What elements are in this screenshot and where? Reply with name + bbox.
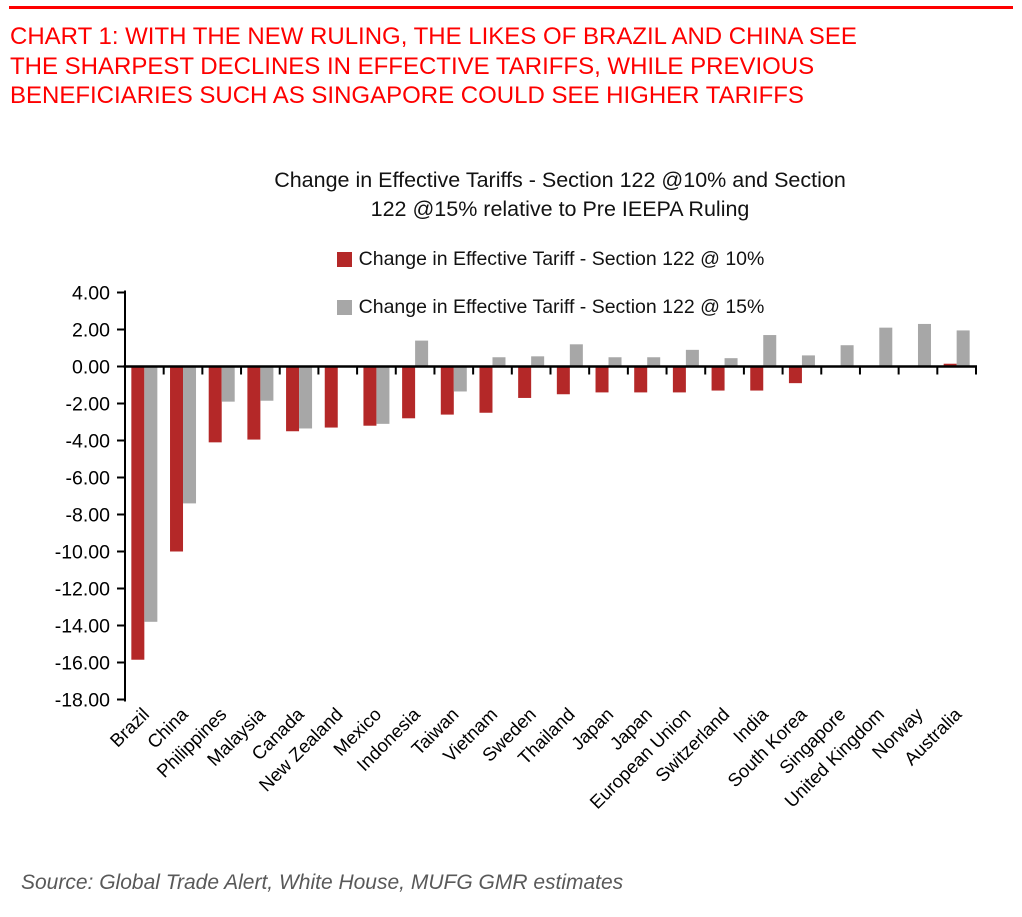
- y-axis-label: 2.00: [72, 319, 110, 341]
- y-axis-label: -18.00: [55, 689, 110, 711]
- y-axis-label: -10.00: [55, 541, 110, 563]
- y-axis-label: 0.00: [72, 356, 110, 378]
- chart-title: Change in Effective Tariffs - Section 12…: [99, 166, 1021, 224]
- bar-european-union-series0: [672, 366, 686, 393]
- bar-indonesia-series1: [415, 340, 429, 367]
- bar-sweden-series1: [531, 356, 545, 367]
- bar-vietnam-series1: [492, 357, 506, 367]
- bar-european-union-series1: [685, 349, 699, 367]
- x-axis-label-brazil: Brazil: [106, 703, 154, 751]
- legend-item-section122-15pct: Change in Effective Tariff - Section 122…: [336, 296, 765, 319]
- x-axis-label-japan: Japan: [567, 703, 617, 753]
- legend-label-section122-15pct: Change in Effective Tariff - Section 122…: [358, 296, 765, 318]
- legend-swatch-gray: [336, 300, 352, 315]
- bar-brazil-series0: [131, 366, 145, 660]
- bar-brazil-series1: [144, 366, 158, 622]
- chart-headline: CHART 1: WITH THE NEW RULING, THE LIKES …: [10, 22, 1000, 111]
- bar-vietnam-series0: [479, 366, 493, 413]
- chart-title-line-2: 122 @15% relative to Pre IEEPA Ruling: [370, 197, 750, 221]
- headline-line-1: CHART 1: WITH THE NEW RULING, THE LIKES …: [10, 23, 857, 50]
- bar-switzerland-series1: [724, 358, 738, 367]
- bar-south-korea-series1: [801, 355, 815, 367]
- bar-taiwan-series0: [440, 366, 454, 415]
- source-note: Source: Global Trade Alert, White House,…: [21, 871, 624, 894]
- chart-legend: Change in Effective Tariff - Section 122…: [79, 248, 1022, 319]
- bar-india-series1: [763, 335, 777, 367]
- top-accent-rule: [9, 6, 1013, 9]
- y-axis-label: -16.00: [55, 652, 110, 674]
- headline-line-2: THE SHARPEST DECLINES IN EFFECTIVE TARIF…: [10, 52, 815, 80]
- bar-japan-series0: [595, 366, 609, 393]
- bar-taiwan-series1: [453, 366, 467, 392]
- bar-australia-series0: [943, 363, 957, 367]
- bar-thailand-series0: [556, 366, 570, 395]
- bar-thailand-series1: [569, 344, 583, 367]
- headline-line-3: BENEFICIARIES SUCH AS SINGAPORE COULD SE…: [10, 82, 804, 109]
- y-axis-label: -8.00: [66, 504, 111, 526]
- bar-japan-series1: [608, 357, 622, 367]
- bar-japan-series0: [634, 366, 648, 393]
- bar-norway-series1: [917, 323, 931, 367]
- chart-title-line-1: Change in Effective Tariffs - Section 12…: [274, 168, 846, 192]
- bar-mexico-series1: [376, 366, 390, 424]
- legend-swatch-red: [336, 252, 352, 267]
- bar-singapore-series1: [840, 345, 854, 367]
- bar-new-zealand-series0: [324, 366, 338, 428]
- y-axis-label: -14.00: [55, 615, 110, 637]
- y-axis-label: -4.00: [66, 430, 111, 452]
- bar-canada-series0: [286, 366, 300, 432]
- y-axis-label: -6.00: [66, 467, 111, 489]
- bar-india-series0: [750, 366, 764, 391]
- legend-label-section122-10pct: Change in Effective Tariff - Section 122…: [358, 248, 765, 270]
- bar-china-series0: [170, 366, 184, 552]
- bar-united-kingdom-series1: [879, 327, 893, 367]
- bar-australia-series1: [956, 330, 970, 367]
- bar-china-series1: [183, 366, 197, 504]
- bar-switzerland-series0: [711, 366, 725, 391]
- bar-japan-series1: [647, 357, 661, 367]
- y-axis-label: 4.00: [72, 282, 110, 304]
- legend-item-section122-10pct: Change in Effective Tariff - Section 122…: [336, 248, 765, 271]
- bar-philippines-series1: [221, 366, 235, 402]
- bar-philippines-series0: [208, 366, 222, 443]
- bar-mexico-series0: [363, 366, 377, 426]
- bar-sweden-series0: [518, 366, 532, 398]
- bar-malaysia-series0: [247, 366, 261, 440]
- bar-indonesia-series0: [402, 366, 416, 419]
- y-axis-label: -2.00: [66, 393, 111, 415]
- bar-malaysia-series1: [260, 366, 274, 401]
- bar-canada-series1: [299, 366, 313, 429]
- y-axis-label: -12.00: [55, 578, 110, 600]
- bar-south-korea-series0: [788, 366, 802, 384]
